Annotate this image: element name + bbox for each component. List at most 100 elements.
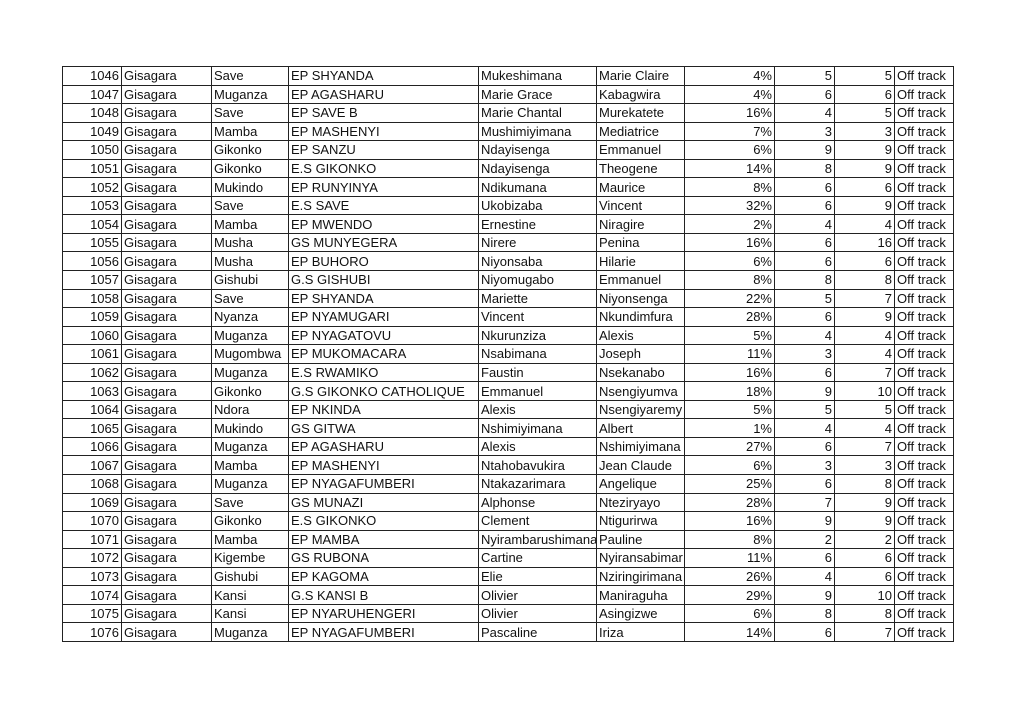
row-id-cell: 1056 [62,251,122,272]
score-a-cell: 5 [774,399,835,420]
school-cell: EP AGASHARU [288,436,479,457]
last-name-cell: Elie [478,566,597,587]
row-id-cell: 1070 [62,511,122,531]
sector-cell: Gishubi [211,566,289,587]
percentage-cell: 22% [684,288,775,309]
score-b-cell: 6 [834,177,895,197]
district-cell: Gisagara [121,325,212,346]
score-a-cell: 8 [774,270,835,290]
status-cell: Off track [894,177,954,197]
status-cell: Off track [894,474,954,494]
score-a-cell: 4 [774,214,835,234]
last-name-cell: Mariette [478,288,597,309]
score-a-cell: 3 [774,455,835,476]
row-id-cell: 1074 [62,585,122,605]
row-id-cell: 1058 [62,288,122,309]
table-row: 1067 Gisagara Mamba EP MASHENYI Ntahobavukir… [62,455,954,476]
score-b-cell: 9 [834,492,895,513]
first-name-cell: Pauline [596,529,685,550]
sector-cell: Gishubi [211,270,289,290]
sector-cell: Mamba [211,214,289,234]
sector-cell: Gikonko [211,140,289,160]
first-name-cell: Maurice [596,177,685,197]
score-a-cell: 9 [774,140,835,160]
district-cell: Gisagara [121,399,212,420]
table-row: 1053 Gisagara Save E.S SAVE Ukobizaba Vincent… [62,195,954,216]
status-cell: Off track [894,436,954,457]
score-b-cell: 6 [834,566,895,587]
percentage-cell: 14% [684,158,775,179]
row-id-cell: 1054 [62,214,122,234]
status-cell: Off track [894,492,954,513]
last-name-cell: Alexis [478,436,597,457]
school-cell: EP SANZU [288,140,479,160]
table-row: 1071 Gisagara Mamba EP MAMBA Nyirambarushima… [62,529,954,550]
sector-cell: Kansi [211,585,289,605]
first-name-cell: Angelique [596,474,685,494]
sector-cell: Save [211,66,289,86]
score-a-cell: 6 [774,195,835,216]
sector-cell: Mamba [211,121,289,142]
status-cell: Off track [894,214,954,234]
row-id-cell: 1051 [62,158,122,179]
score-b-cell: 2 [834,529,895,550]
status-cell: Off track [894,251,954,272]
status-cell: Off track [894,158,954,179]
last-name-cell: Mushimiyimana [478,121,597,142]
sector-cell: Save [211,492,289,513]
school-cell: EP BUHORO [288,251,479,272]
table-row: 1060 Gisagara Muganza EP NYAGATOVU Nkurunziz… [62,325,954,346]
status-cell: Off track [894,381,954,401]
district-cell: Gisagara [121,529,212,550]
row-id-cell: 1062 [62,362,122,383]
score-a-cell: 5 [774,66,835,86]
first-name-cell: Asingizwe [596,603,685,624]
row-id-cell: 1076 [62,622,122,642]
sector-cell: Musha [211,251,289,272]
score-a-cell: 6 [774,232,835,253]
percentage-cell: 7% [684,121,775,142]
sector-cell: Gikonko [211,381,289,401]
table-row: 1064 Gisagara Ndora EP NKINDA Alexis Nsengiya… [62,399,954,420]
first-name-cell: Joseph [596,344,685,364]
row-id-cell: 1049 [62,121,122,142]
table-row: 1047 Gisagara Muganza EP AGASHARU Marie Grac… [62,84,954,105]
score-a-cell: 6 [774,251,835,272]
score-b-cell: 9 [834,158,895,179]
district-cell: Gisagara [121,251,212,272]
district-cell: Gisagara [121,492,212,513]
district-cell: Gisagara [121,195,212,216]
score-b-cell: 3 [834,455,895,476]
district-cell: Gisagara [121,103,212,123]
district-cell: Gisagara [121,474,212,494]
table-row: 1058 Gisagara Save EP SHYANDA Mariette Niyons… [62,288,954,309]
table-row: 1057 Gisagara Gishubi G.S GISHUBI Niyomugabo… [62,270,954,290]
score-a-cell: 8 [774,603,835,624]
sector-cell: Muganza [211,474,289,494]
district-cell: Gisagara [121,566,212,587]
table-row: 1072 Gisagara Kigembe GS RUBONA Cartine Nyira… [62,548,954,568]
table-row: 1056 Gisagara Musha EP BUHORO Niyonsaba Hilar… [62,251,954,272]
status-cell: Off track [894,103,954,123]
school-cell: EP NYAGATOVU [288,325,479,346]
score-b-cell: 7 [834,288,895,309]
percentage-cell: 1% [684,418,775,438]
percentage-cell: 16% [684,232,775,253]
row-id-cell: 1060 [62,325,122,346]
row-id-cell: 1046 [62,66,122,86]
last-name-cell: Emmanuel [478,381,597,401]
score-a-cell: 4 [774,325,835,346]
table-row: 1061 Gisagara Mugombwa EP MUKOMACARA Nsabima… [62,344,954,364]
score-a-cell: 6 [774,84,835,105]
percentage-cell: 25% [684,474,775,494]
first-name-cell: Penina [596,232,685,253]
sector-cell: Save [211,195,289,216]
score-b-cell: 5 [834,66,895,86]
sector-cell: Gikonko [211,158,289,179]
score-a-cell: 6 [774,548,835,568]
first-name-cell: Nyiransabimar [596,548,685,568]
status-cell: Off track [894,140,954,160]
status-cell: Off track [894,232,954,253]
last-name-cell: Cartine [478,548,597,568]
school-cell: EP KAGOMA [288,566,479,587]
